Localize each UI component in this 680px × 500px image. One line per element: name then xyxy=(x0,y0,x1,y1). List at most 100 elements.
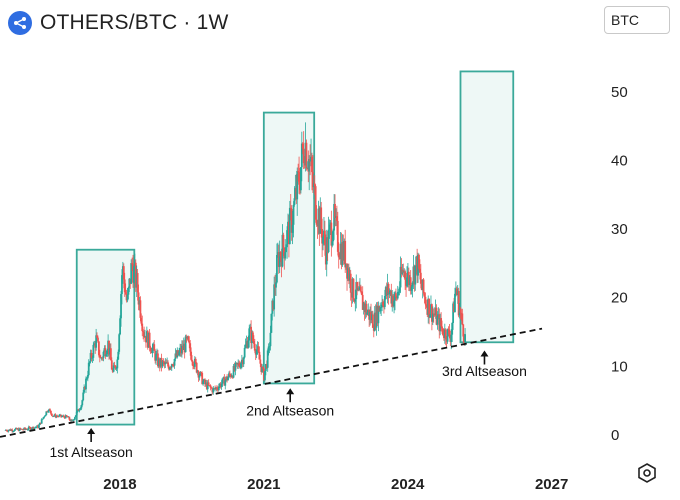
candle-body xyxy=(264,370,266,381)
candle-body xyxy=(290,208,293,233)
candle-body xyxy=(61,416,63,418)
candle-body xyxy=(279,252,282,257)
candle-body xyxy=(341,242,344,266)
candle-body xyxy=(218,383,221,387)
candle-body xyxy=(275,282,277,288)
candle-body xyxy=(373,312,376,331)
candle-body xyxy=(397,291,400,293)
candle-body xyxy=(91,357,94,359)
candle-body xyxy=(236,362,239,365)
candle-body xyxy=(215,387,217,389)
candle-body xyxy=(84,386,86,390)
candle-body xyxy=(102,351,105,358)
candle-body xyxy=(119,318,122,335)
candle-body xyxy=(396,291,399,299)
candle-body xyxy=(454,288,457,294)
candle-body xyxy=(404,271,407,280)
candle-body xyxy=(342,242,345,261)
candle-body xyxy=(444,329,447,340)
candle-body xyxy=(456,291,459,295)
candle-body xyxy=(123,279,126,293)
candle-body xyxy=(10,429,13,431)
candle-body xyxy=(150,350,153,354)
candle-body xyxy=(105,354,108,357)
candle-body xyxy=(332,230,335,242)
candle-body xyxy=(164,362,167,365)
candle-body xyxy=(234,363,237,371)
candle-body xyxy=(145,335,147,343)
candle-body xyxy=(224,380,227,386)
candle-body xyxy=(144,335,146,338)
candle-body xyxy=(408,277,411,286)
x-tick-label: 2024 xyxy=(391,476,425,493)
candle-body xyxy=(181,345,183,354)
currency-selector[interactable]: BTC xyxy=(604,6,670,34)
annotation-label-2: 2nd Altseason xyxy=(246,403,334,419)
candle-body xyxy=(83,386,86,393)
candle-body xyxy=(321,229,324,244)
candle-body xyxy=(358,288,360,291)
candle-body xyxy=(356,282,359,291)
candle-body xyxy=(113,365,116,367)
candle-body xyxy=(115,368,118,370)
candle-body xyxy=(235,362,238,364)
candle-body xyxy=(9,429,12,431)
candle-body xyxy=(383,305,385,307)
candle-body xyxy=(133,266,135,283)
symbol-title[interactable]: OTHERS/BTC · 1W xyxy=(40,11,229,34)
candle-body xyxy=(210,387,213,389)
candle-body xyxy=(65,415,68,417)
candle-body xyxy=(276,255,278,283)
candle-body xyxy=(462,324,465,337)
candle-body xyxy=(309,159,312,162)
candle-body xyxy=(12,431,14,432)
candle-body xyxy=(80,405,83,409)
candle-body xyxy=(28,426,31,428)
candle-body xyxy=(280,256,283,267)
settings-icon[interactable] xyxy=(636,462,658,484)
candle-body xyxy=(14,427,17,430)
candle-body xyxy=(60,414,62,417)
candle-body xyxy=(178,351,181,356)
candle-body xyxy=(142,331,145,332)
candle-body xyxy=(335,216,337,218)
candle-body xyxy=(13,430,15,432)
candle-body xyxy=(283,247,286,259)
candle-body xyxy=(311,156,313,173)
candle-body xyxy=(183,343,186,353)
candle-body xyxy=(219,383,222,388)
candle-body xyxy=(189,343,192,352)
candle-body xyxy=(50,413,53,416)
candle-body xyxy=(410,286,413,291)
candle-body xyxy=(152,344,155,348)
candle-body xyxy=(111,369,114,372)
candle-body xyxy=(59,414,62,416)
candle-body xyxy=(263,368,265,381)
annotation-arrowhead-2 xyxy=(286,388,295,395)
candle-body xyxy=(223,377,226,386)
candle-body xyxy=(296,171,299,200)
candle-body xyxy=(145,331,148,343)
candle-body xyxy=(438,314,441,332)
candle-body xyxy=(76,409,79,412)
candle-body xyxy=(198,375,201,378)
candle-body xyxy=(211,388,214,393)
candle-body xyxy=(4,430,7,431)
candle-body xyxy=(101,357,104,359)
candle-body xyxy=(317,208,320,227)
candle-body xyxy=(392,295,395,307)
candle-body xyxy=(259,359,262,364)
candle-body xyxy=(221,378,224,384)
candle-body xyxy=(95,335,98,348)
candle-body xyxy=(363,303,366,313)
y-tick-label: 0 xyxy=(611,427,619,444)
candle-body xyxy=(369,311,371,320)
candle-body xyxy=(69,419,72,422)
candle-body xyxy=(100,357,103,359)
candle-body xyxy=(27,426,30,430)
candle-body xyxy=(378,306,381,312)
candle-body xyxy=(33,427,36,430)
candle-body xyxy=(121,266,124,276)
candle-body xyxy=(416,256,419,276)
